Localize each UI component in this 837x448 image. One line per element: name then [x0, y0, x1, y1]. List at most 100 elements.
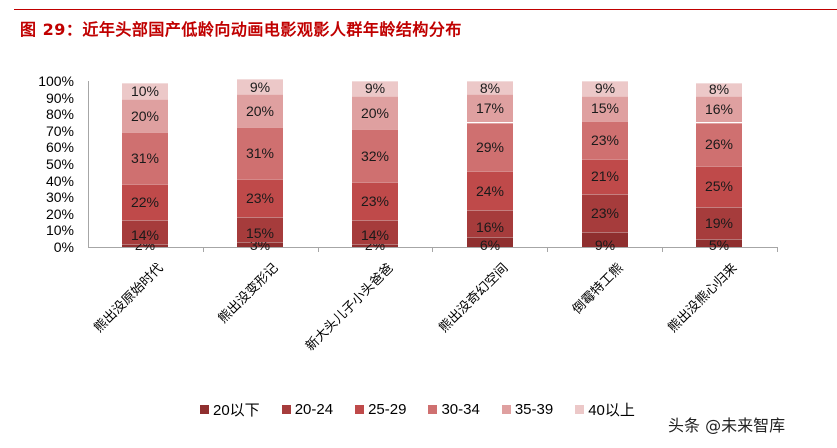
- y-tick-label: 60%: [45, 139, 74, 156]
- bar-segment: [352, 81, 398, 96]
- data-label: 32%: [360, 147, 390, 164]
- data-label: 16%: [475, 218, 505, 235]
- x-tick: [318, 247, 319, 252]
- bar-segment: [696, 122, 742, 166]
- watermark: 头条 @未来智库: [668, 416, 786, 435]
- data-label: 14%: [130, 227, 160, 244]
- data-label: 9%: [364, 80, 386, 97]
- legend-swatch-icon: [355, 405, 365, 414]
- data-label: 5%: [708, 237, 730, 253]
- bar-segment: [122, 99, 168, 133]
- bar-segment: [352, 243, 398, 247]
- bar-segment: [582, 120, 628, 159]
- bar-segment: [582, 193, 628, 233]
- data-label: 22%: [130, 194, 160, 211]
- y-tick-label: 10%: [45, 222, 74, 239]
- bar-segment: [696, 165, 742, 208]
- bar-stack: 6% 16% 24% 29% 17% 8%: [467, 81, 513, 252]
- bar-segment: [467, 237, 513, 247]
- legend-item: 20-24: [281, 401, 334, 418]
- bar-stack: 5% 19% 25% 26% 16% 8%: [696, 81, 742, 252]
- bar-segment: [237, 94, 283, 128]
- data-label: 10%: [130, 82, 160, 99]
- bar-segment: [352, 129, 398, 183]
- bar-segment: [467, 170, 513, 211]
- legend-label: 20-24: [294, 401, 334, 418]
- y-tick-label: 0%: [53, 239, 74, 255]
- data-label: 29%: [475, 138, 505, 155]
- bar-segment: [467, 94, 513, 123]
- data-label: 15%: [590, 100, 620, 117]
- bar-segment: [582, 232, 628, 247]
- x-category-label: 新大头儿子小头爸爸: [303, 260, 397, 355]
- data-label: 20%: [360, 104, 390, 121]
- bar-segment: [467, 122, 513, 171]
- data-label: 14%: [360, 227, 390, 244]
- y-tick-label: 70%: [45, 122, 74, 139]
- legend-swatch-icon: [501, 405, 511, 414]
- data-label: 20%: [130, 107, 160, 124]
- bar-segment: [696, 82, 742, 96]
- data-label: 31%: [130, 150, 160, 167]
- figure-title: 图 29：近年头部国产低龄向动画电影观影人群年龄结构分布: [20, 20, 462, 39]
- y-tick-label: 100%: [38, 73, 74, 89]
- data-label: 16%: [704, 101, 734, 118]
- data-label: 23%: [360, 193, 390, 210]
- y-tick-label: 90%: [45, 89, 74, 106]
- x-tick: [203, 247, 204, 252]
- x-tick: [777, 247, 778, 252]
- data-label: 9%: [594, 80, 616, 97]
- data-label: 23%: [590, 204, 620, 221]
- legend: 20以下 20-24 25-29 30-34 35-39 40以上: [200, 399, 635, 420]
- bar-segment: [237, 242, 283, 247]
- data-label: 23%: [245, 190, 275, 207]
- bar-segment: [122, 132, 168, 184]
- bar-segment: [582, 95, 628, 121]
- x-tick: [547, 247, 548, 252]
- legend-swatch-icon: [575, 405, 585, 414]
- data-label: 9%: [249, 78, 271, 95]
- bar-stack: 2% 14% 23% 32% 20% 9%: [352, 81, 398, 252]
- data-label: 25%: [704, 178, 734, 195]
- bar-segment: [582, 81, 628, 96]
- data-label: 31%: [245, 145, 275, 162]
- bar-segment: [237, 127, 283, 179]
- data-label: 21%: [590, 168, 620, 185]
- bar-segment: [696, 95, 742, 123]
- bar-stack: 9% 23% 21% 23% 15% 9%: [582, 81, 628, 252]
- legend-swatch-icon: [200, 405, 209, 414]
- data-label: 15%: [245, 224, 275, 241]
- bar-segment: [467, 81, 513, 95]
- bar-segment: [122, 82, 168, 100]
- bar-segment: [122, 220, 168, 244]
- x-tick: [662, 247, 663, 252]
- legend-label: 35-39: [514, 401, 554, 418]
- legend-item: 35-39: [501, 401, 554, 418]
- legend-swatch-icon: [428, 405, 438, 414]
- x-category-label: 熊出没变形记: [215, 260, 282, 327]
- bar-stack: 3% 15% 23% 31% 20% 9%: [237, 79, 283, 252]
- legend-label: 40以上: [588, 402, 635, 419]
- bar-segment: [696, 207, 742, 239]
- bar-segment: [467, 210, 513, 238]
- x-tick: [432, 247, 433, 252]
- title-rule: [14, 9, 837, 10]
- x-category-label: 倒霉特工熊: [569, 260, 627, 318]
- bar-segment: [237, 178, 283, 218]
- legend-item: 25-29: [355, 401, 406, 418]
- bar-segment: [237, 79, 283, 95]
- bar-segment: [122, 183, 168, 221]
- y-tick-label: 20%: [45, 205, 74, 222]
- legend-label: 20以下: [213, 402, 260, 419]
- y-tick-label: 40%: [45, 172, 74, 189]
- legend-swatch-icon: [281, 405, 291, 414]
- bar-segment: [237, 217, 283, 242]
- legend-item: 40以上: [575, 399, 635, 420]
- bar-segment: [122, 243, 168, 247]
- data-label: 9%: [594, 237, 616, 253]
- bar-segment: [352, 95, 398, 130]
- data-label: 8%: [479, 79, 501, 96]
- data-label: 24%: [475, 182, 505, 199]
- data-label: 6%: [479, 237, 501, 253]
